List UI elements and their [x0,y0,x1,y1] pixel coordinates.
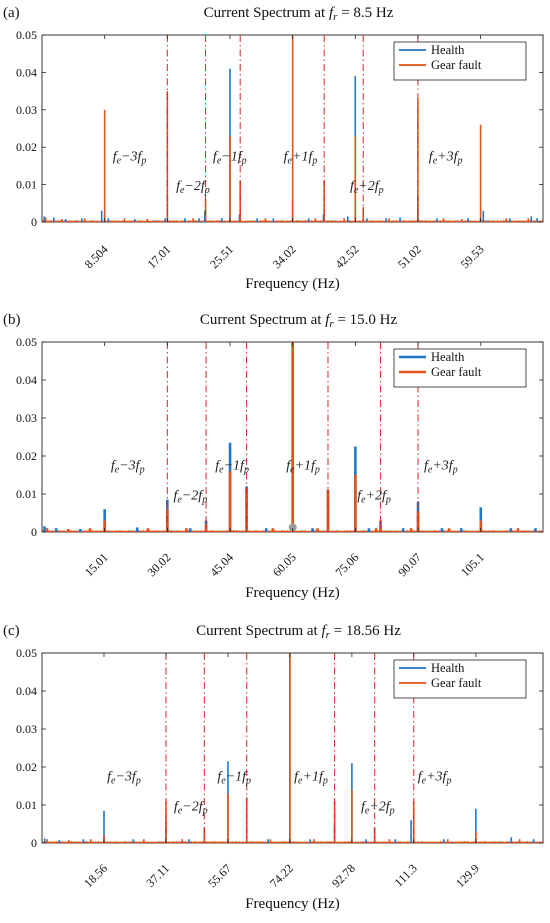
sideband-label: fe−3fp [113,149,147,166]
x-tick-label: 129.9 [453,861,482,890]
y-tick-label: 0 [31,836,37,850]
y-tick-label: 0.04 [16,684,37,698]
y-tick-label: 0.04 [16,65,37,79]
x-tick-label: 8.504 [82,242,111,271]
panel-label: (b) [3,312,21,328]
y-tick-label: 0.01 [16,178,37,192]
y-tick-label: 0.01 [16,798,37,812]
peak-marker [288,523,297,532]
legend-entry: Health [431,661,465,675]
chart-panel-2: fe−3fp fe−2fp fe−1fp fe+1fp fe+2fp fe+3fp 0 0.0… [3,312,544,601]
legend-entry: Gear fault [431,676,482,690]
y-tick-label: 0 [31,215,37,229]
sideband-label: fe−1fp [213,149,247,166]
panel-label: (c) [3,623,20,639]
sideband-label: fe+3fp [429,149,463,166]
sideband-label: fe−1fp [217,769,251,786]
legend-entry: Health [431,43,465,57]
y-tick-label: 0.05 [16,335,37,349]
chart-title: Current Spectrum at fr = 15.0 Hz [200,312,398,330]
sideband-label: fe+3fp [424,458,458,475]
sideband-guides [166,35,419,222]
y-tick-label: 0.03 [16,103,37,117]
x-tick-label: 17.01 [144,242,173,271]
panel-label: (a) [3,5,20,21]
sideband-label: fe−3fp [107,769,141,786]
x-tick-label: 42.52 [332,242,361,271]
sideband-label: fe+2fp [350,179,384,196]
x-tick-label: 25.51 [207,242,236,271]
sideband-label: fe−2fp [174,800,208,817]
x-tick-label: 90.07 [395,550,424,579]
y-tick-label: 0.05 [16,28,37,42]
sideband-label: fe+3fp [418,769,452,786]
y-tick-label: 0.03 [16,411,37,425]
sideband-label: fe−2fp [176,179,210,196]
x-tick-label: 60.05 [270,550,299,579]
sideband-label: fe+1fp [294,769,328,786]
x-axis-label: Frequency (Hz) [245,585,340,601]
legend-entry: Gear fault [431,58,482,72]
noise-floor [42,841,543,844]
chart-title: Current Spectrum at fr = 18.56 Hz [196,623,401,641]
sideband-label: fe+2fp [361,800,395,817]
sideband-label: fe−3fp [111,458,145,475]
y-tick-label: 0.02 [16,140,37,154]
x-tick-label: 45.04 [207,550,236,579]
y-tick-label: 0.04 [16,373,37,387]
y-tick-label: 0.02 [16,760,37,774]
x-axis-label: Frequency (Hz) [245,276,340,292]
x-tick-label: 34.02 [270,242,299,271]
sideband-label: fe−2fp [174,489,208,506]
x-tick-label: 105.1 [458,550,487,579]
x-tick-label: 92.78 [329,861,358,890]
y-tick-label: 0.05 [16,646,37,660]
sideband-label: fe−1fp [215,458,249,475]
chart-title: Current Spectrum at fr = 8.5 Hz [204,5,394,23]
x-tick-label: 75.06 [333,550,362,579]
x-tick-label: 51.02 [395,242,424,271]
chart-panel-3: fe−3fp fe−2fp fe−1fp fe+1fp fe+2fp fe+3fp 0 0.0… [3,623,544,912]
x-tick-label: 55.67 [205,861,234,890]
y-tick-label: 0.02 [16,449,37,463]
x-tick-label: 111.3 [392,861,420,889]
x-axis-label: Frequency (Hz) [245,896,340,912]
sideband-label: fe+2fp [357,489,391,506]
sideband-label: fe+1fp [286,458,320,475]
x-tick-label: 74.22 [267,861,296,890]
x-tick-label: 37.11 [143,861,172,890]
sideband-label: fe+1fp [284,149,318,166]
x-tick-label: 18.56 [81,861,110,890]
legend-entry: Gear fault [431,365,482,379]
x-tick-label: 59.53 [458,242,487,271]
y-tick-label: 0 [31,525,37,539]
x-tick-label: 30.02 [144,550,173,579]
y-tick-label: 0.03 [16,722,37,736]
x-tick-label: 15.01 [82,550,111,579]
y-tick-label: 0.01 [16,487,37,501]
legend-entry: Health [431,350,465,364]
